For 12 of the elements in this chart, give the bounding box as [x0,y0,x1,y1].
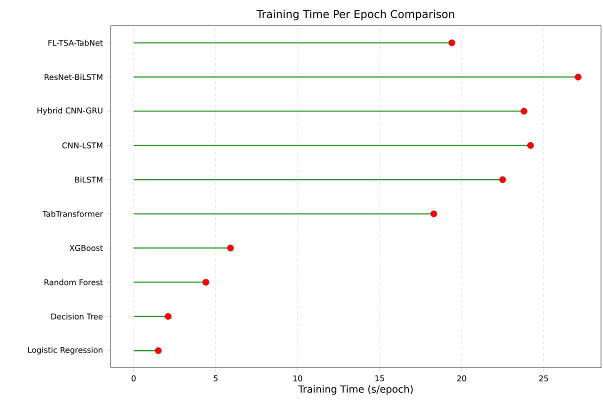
point [154,347,162,354]
x-axis-title: Training Time (s/epoch) [298,385,413,395]
point [164,312,172,320]
point [520,108,528,114]
point [499,176,506,183]
point [448,39,456,46]
chart-title: Training Time Per Epoch Comparison [256,10,454,20]
point [574,74,582,80]
point [227,244,234,252]
point [527,142,534,149]
point [202,278,210,286]
point [430,210,438,218]
